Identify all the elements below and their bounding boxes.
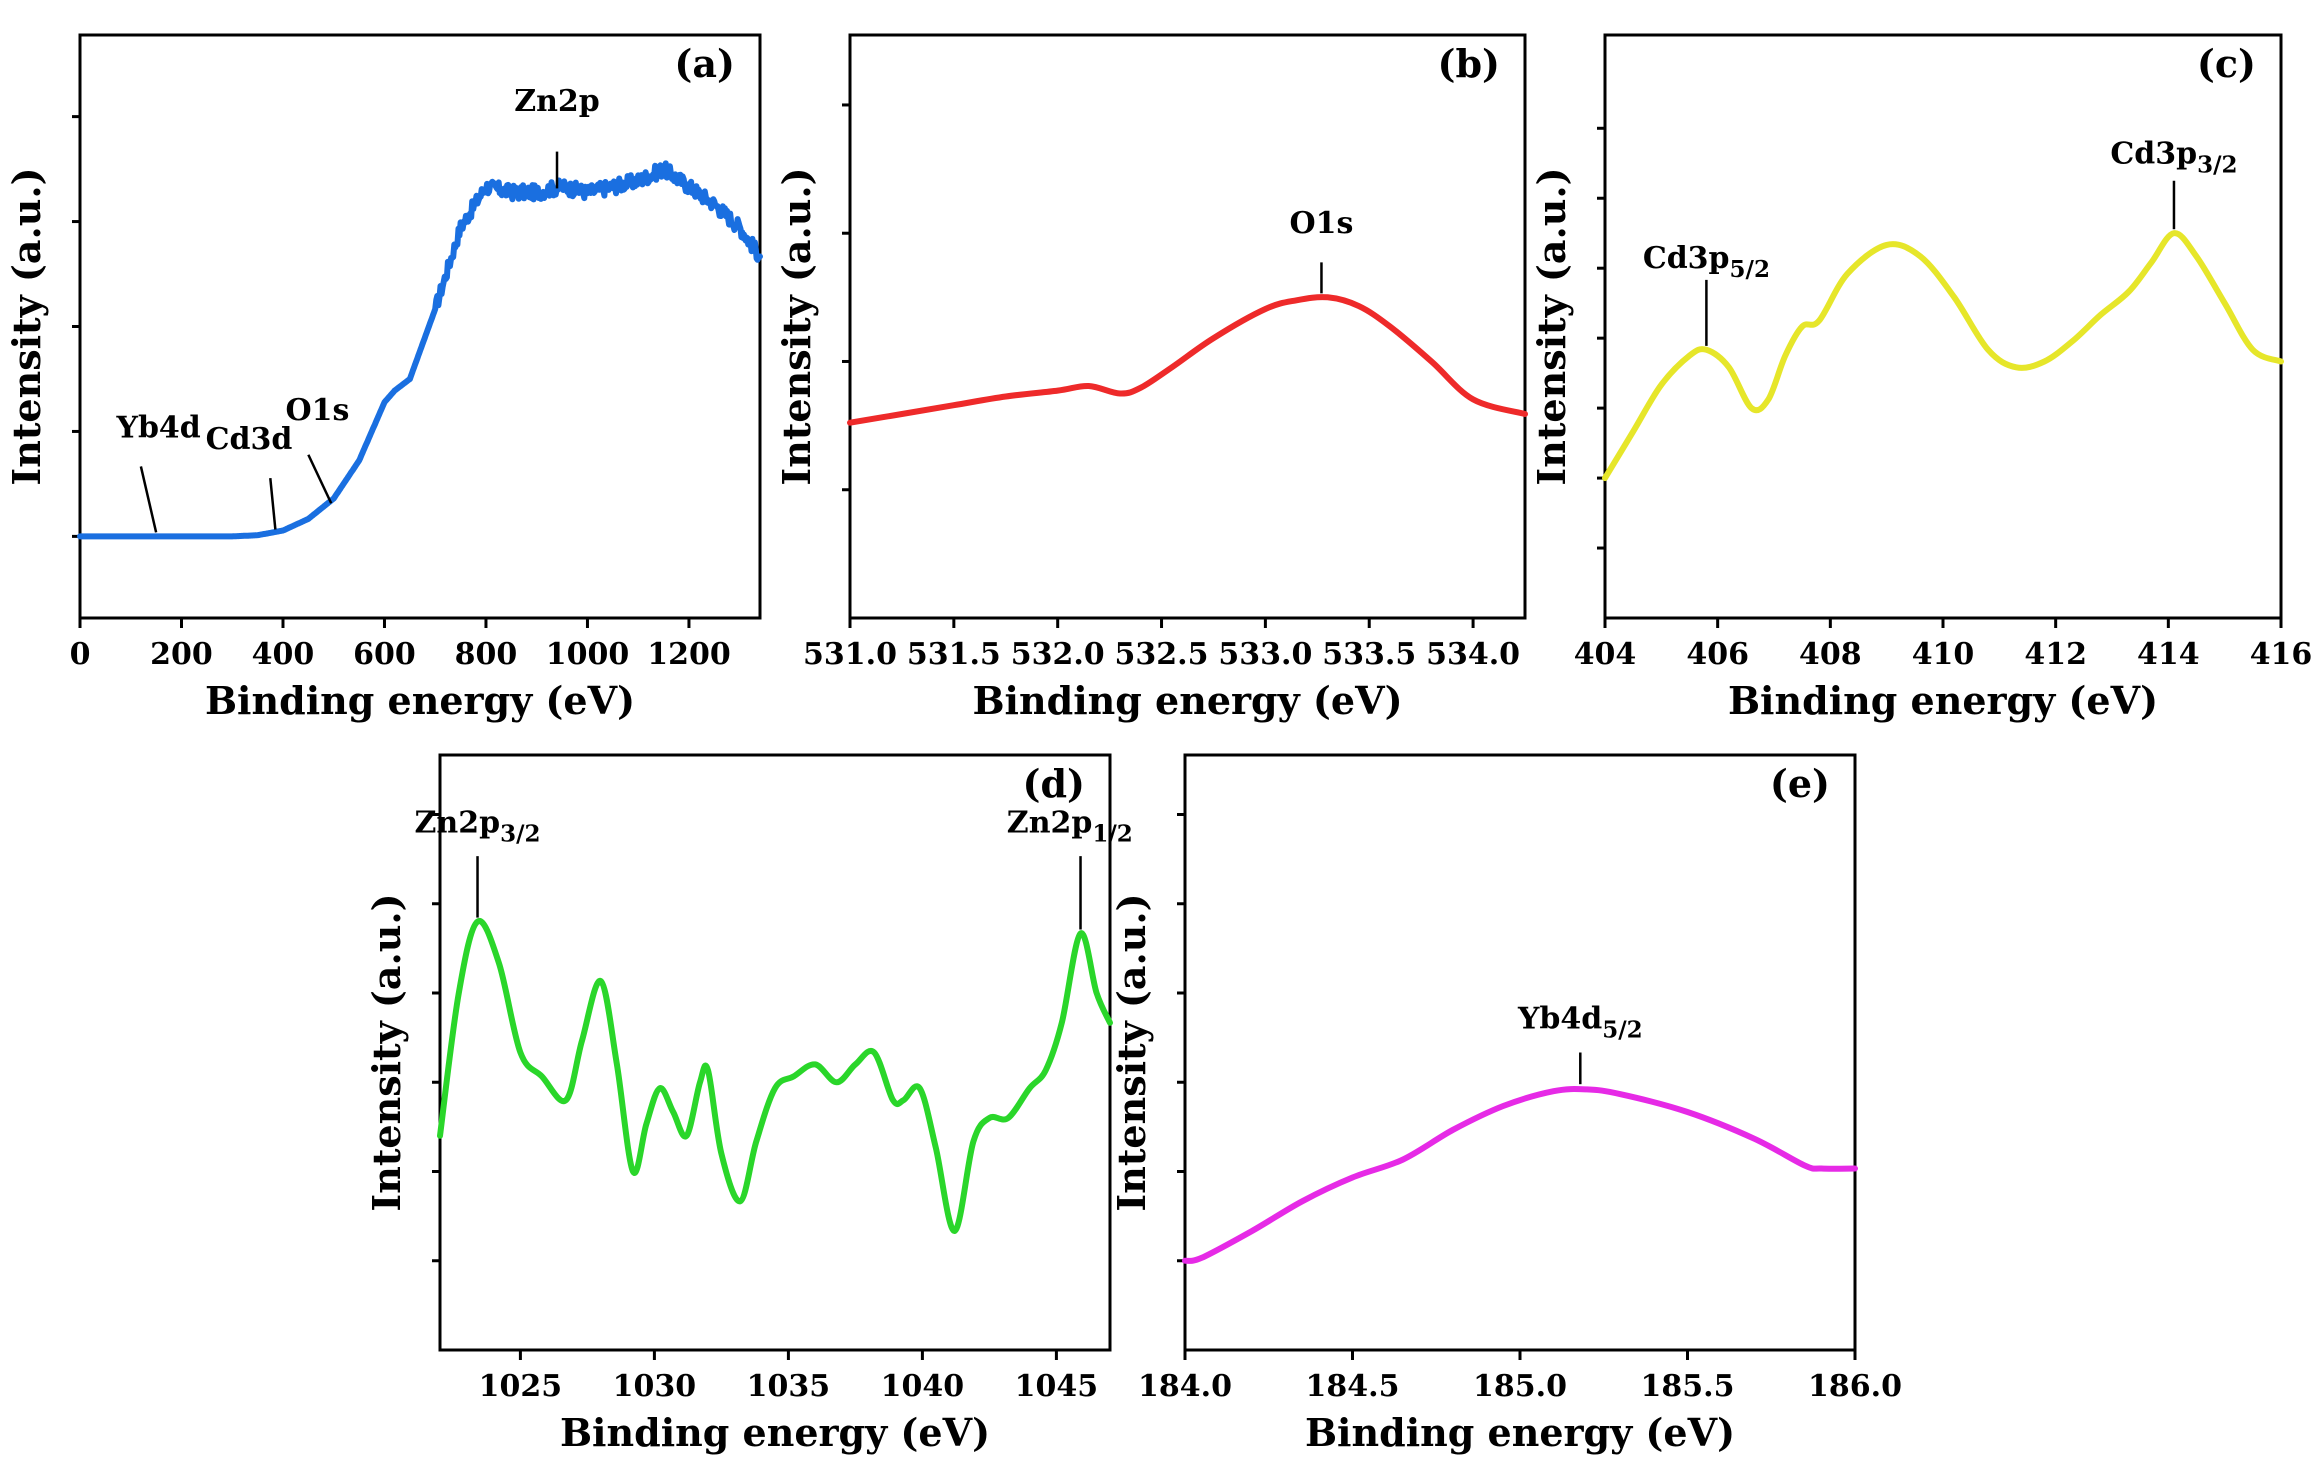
panel-d: 1025 1030 1035 1040 1045 Binding energy (eV) I… <box>364 753 1133 1455</box>
x-tick-label: 404 <box>1574 637 1637 672</box>
x-tick-label: 533.5 <box>1322 637 1416 672</box>
x-tick-label: 0 <box>70 637 91 672</box>
x-tick-label: 412 <box>2024 637 2087 672</box>
y-axis-label: Intensity (a.u.) <box>364 893 409 1211</box>
peak-label: Cd3d <box>206 422 293 457</box>
panel-c: 404 406 408 410 412 414 416 Binding energy (eV)… <box>1529 33 2313 723</box>
peak-label: Cd3p5/2 <box>1643 241 1770 283</box>
series-line-c <box>1602 230 2284 482</box>
x-tick-label: 1040 <box>881 1369 965 1404</box>
x-tick-label: 184.0 <box>1138 1369 1232 1404</box>
panel-b: 531.0 531.5 532.0 532.5 533.0 533.5 534.0 Bindi… <box>774 33 1528 723</box>
series-line-b <box>847 294 1528 426</box>
x-axis-label: Binding energy (eV) <box>1728 678 2158 723</box>
y-axis-label: Intensity (a.u.) <box>1529 167 1574 485</box>
x-tick-label: 1045 <box>1015 1369 1099 1404</box>
x-tick-label: 416 <box>2250 637 2313 672</box>
x-tick-label: 1030 <box>613 1369 697 1404</box>
x-tick-label: 1025 <box>479 1369 563 1404</box>
panel-e: 184.0 184.5 185.0 185.5 186.0 Binding energy … <box>1109 753 1902 1455</box>
x-tick-label: 185.5 <box>1641 1369 1735 1404</box>
peak-label: O1s <box>1290 206 1354 241</box>
x-tick-label: 406 <box>1686 637 1749 672</box>
panel-label: (a) <box>674 41 735 86</box>
plot-frame <box>848 33 1527 620</box>
x-tick-label: 534.0 <box>1426 637 1520 672</box>
panel-a: 0 200 400 600 800 1000 1200 Binding energy (eV)… <box>4 33 763 723</box>
peak-label: Zn2p3/2 <box>415 805 541 847</box>
x-tick-label: 1035 <box>747 1369 831 1404</box>
plot-frame <box>78 33 762 620</box>
x-tick-label: 200 <box>150 637 213 672</box>
peak-label: O1s <box>286 393 350 428</box>
x-tick-label: 532.5 <box>1115 637 1209 672</box>
plot-frame <box>1183 753 1857 1352</box>
x-tick-label: 400 <box>252 637 315 672</box>
x-tick-label: 800 <box>455 637 518 672</box>
x-axis-label: Binding energy (eV) <box>972 678 1402 723</box>
x-tick-label: 1200 <box>647 637 731 672</box>
peak-marker-line <box>269 477 277 530</box>
x-tick-label: 184.5 <box>1306 1369 1400 1404</box>
x-tick-label: 414 <box>2137 637 2200 672</box>
panel-label: (c) <box>2197 41 2256 86</box>
y-axis-label: Intensity (a.u.) <box>774 167 819 485</box>
peak-label: Yb4d5/2 <box>1517 1002 1643 1044</box>
peak-label: Zn2p1/2 <box>1007 805 1133 847</box>
x-tick-label: 410 <box>1912 637 1975 672</box>
peak-label: Cd3p3/2 <box>2110 136 2237 178</box>
plot-frame <box>438 753 1112 1352</box>
x-axis-label: Binding energy (eV) <box>560 1410 990 1455</box>
y-axis-label: Intensity (a.u.) <box>4 167 49 485</box>
panel-label: (b) <box>1437 41 1500 86</box>
x-tick-label: 531.0 <box>803 637 897 672</box>
y-axis-label: Intensity (a.u.) <box>1109 893 1154 1211</box>
series-line-e <box>1182 1086 1858 1264</box>
x-axis-label: Binding energy (eV) <box>1305 1410 1735 1455</box>
x-tick-label: 600 <box>353 637 416 672</box>
peak-label: Zn2p <box>514 84 600 119</box>
peak-label: Yb4d <box>116 410 201 445</box>
x-tick-label: 532.0 <box>1011 637 1105 672</box>
panel-label: (e) <box>1770 761 1830 806</box>
panel-label: (d) <box>1022 761 1085 806</box>
peak-marker-line <box>307 454 333 504</box>
peak-marker-line <box>139 466 158 533</box>
x-tick-label: 533.0 <box>1218 637 1312 672</box>
x-tick-label: 1000 <box>546 637 630 672</box>
series-line-a <box>77 160 763 540</box>
series-line-d <box>437 918 1113 1235</box>
x-tick-label: 186.0 <box>1808 1369 1902 1404</box>
x-tick-label: 185.0 <box>1473 1369 1567 1404</box>
x-tick-label: 531.5 <box>907 637 1001 672</box>
x-axis-label: Binding energy (eV) <box>205 678 635 723</box>
x-tick-label: 408 <box>1799 637 1862 672</box>
